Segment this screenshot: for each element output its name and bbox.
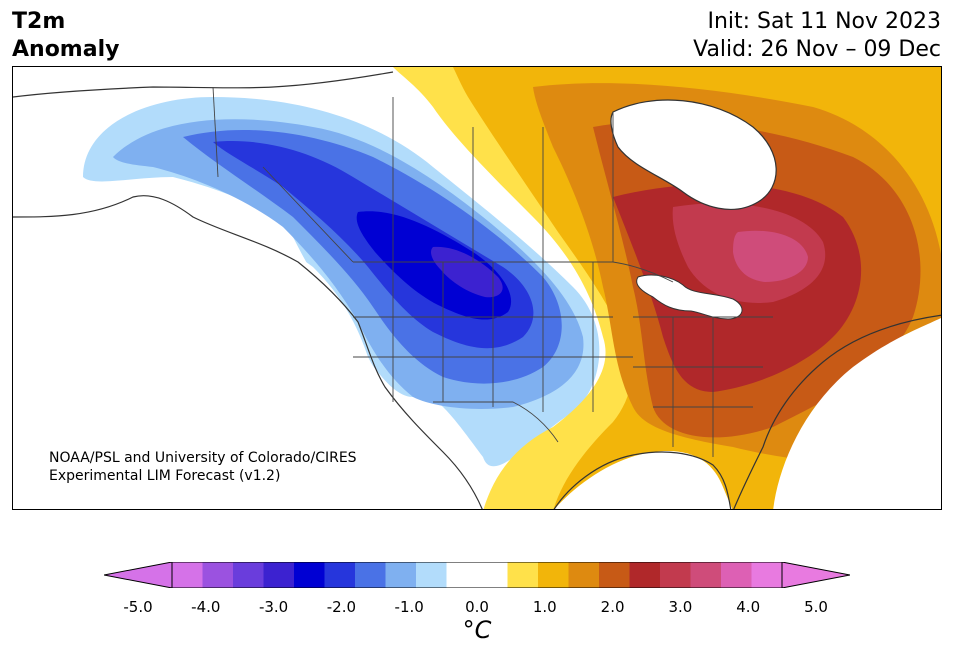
anomaly-band-warm-7 bbox=[733, 230, 808, 282]
colorbar-segment bbox=[233, 562, 264, 588]
map-frame bbox=[12, 66, 942, 510]
valid-date: Valid: 26 Nov – 09 Dec bbox=[693, 37, 941, 62]
credit-line2: Experimental LIM Forecast (v1.2) bbox=[49, 468, 281, 484]
forecast-dates: Init: Sat 11 Nov 2023 Valid: 26 Nov – 09… bbox=[693, 8, 941, 64]
atlantic-ocean bbox=[773, 317, 941, 509]
colorbar-segment bbox=[721, 562, 752, 588]
colorbar-segment bbox=[172, 562, 203, 588]
colorbar-extend-high bbox=[781, 562, 850, 588]
credit-line1: NOAA/PSL and University of Colorado/CIRE… bbox=[49, 450, 357, 466]
colorbar-tick-label: 0.0 bbox=[465, 598, 489, 616]
alaska-border bbox=[212, 86, 219, 178]
colorbar-tick-label: -4.0 bbox=[191, 598, 221, 616]
colorbar-segment bbox=[263, 562, 295, 588]
colorbar bbox=[104, 562, 850, 588]
great-lakes bbox=[636, 274, 743, 320]
colorbar-segment bbox=[599, 562, 630, 588]
colorbar-extend-low bbox=[104, 562, 173, 588]
political-borders bbox=[212, 86, 773, 457]
pacific-ocean bbox=[13, 197, 483, 509]
gulf-coast-line bbox=[553, 451, 732, 509]
us-mexico-border bbox=[433, 401, 559, 443]
colorbar-tick-label: -5.0 bbox=[123, 598, 153, 616]
colorbar-segment bbox=[507, 562, 539, 588]
colorbar-segment bbox=[538, 562, 569, 588]
colorbar-tick-label: 5.0 bbox=[804, 598, 828, 616]
arctic-ocean bbox=[13, 67, 393, 97]
colorbar-segment bbox=[202, 562, 234, 588]
colorbar-tick-label: 2.0 bbox=[600, 598, 625, 616]
colorbar-segment bbox=[629, 562, 661, 588]
colorbar-unit: °C bbox=[462, 616, 492, 644]
colorbar-tick-label: -2.0 bbox=[326, 598, 357, 616]
colorbar-tick-label: 3.0 bbox=[668, 598, 693, 616]
colorbar-segment bbox=[385, 562, 417, 588]
colorbar-tick-label: -1.0 bbox=[394, 598, 424, 616]
us-canada-border bbox=[353, 261, 674, 283]
colorbar-segment bbox=[324, 562, 356, 588]
credit-text: NOAA/PSL and University of Colorado/CIRE… bbox=[49, 449, 357, 485]
colorbar-outline bbox=[171, 562, 783, 588]
colorbar-segment bbox=[355, 562, 386, 588]
colorbar-segment bbox=[751, 562, 783, 588]
colorbar-segment bbox=[660, 562, 691, 588]
colorbar-segment bbox=[690, 562, 722, 588]
east-coast-line bbox=[733, 314, 941, 509]
state-lines bbox=[353, 262, 773, 457]
colorbar-segment bbox=[446, 562, 478, 588]
colorbar-tick-label: 1.0 bbox=[532, 598, 557, 616]
colorbar-segment bbox=[416, 562, 447, 588]
colorbar-segments bbox=[172, 562, 783, 588]
anomaly-map bbox=[13, 67, 941, 509]
hudson-bay bbox=[610, 99, 777, 210]
init-date: Init: Sat 11 Nov 2023 bbox=[707, 9, 941, 34]
map-title-line1: T2m bbox=[12, 9, 66, 34]
province-lines bbox=[262, 97, 614, 263]
colorbar-tick-label: -3.0 bbox=[258, 598, 289, 616]
colorbar-segment bbox=[294, 562, 325, 588]
gulf-of-mexico bbox=[554, 451, 733, 509]
anomaly-band-cold-6 bbox=[430, 246, 503, 298]
colorbar-segment bbox=[477, 562, 508, 588]
colorbar-tick-label: 4.0 bbox=[736, 598, 761, 616]
map-title-line2: Anomaly bbox=[12, 37, 120, 62]
colorbar-segment bbox=[568, 562, 600, 588]
map-title: T2m Anomaly bbox=[12, 8, 119, 64]
